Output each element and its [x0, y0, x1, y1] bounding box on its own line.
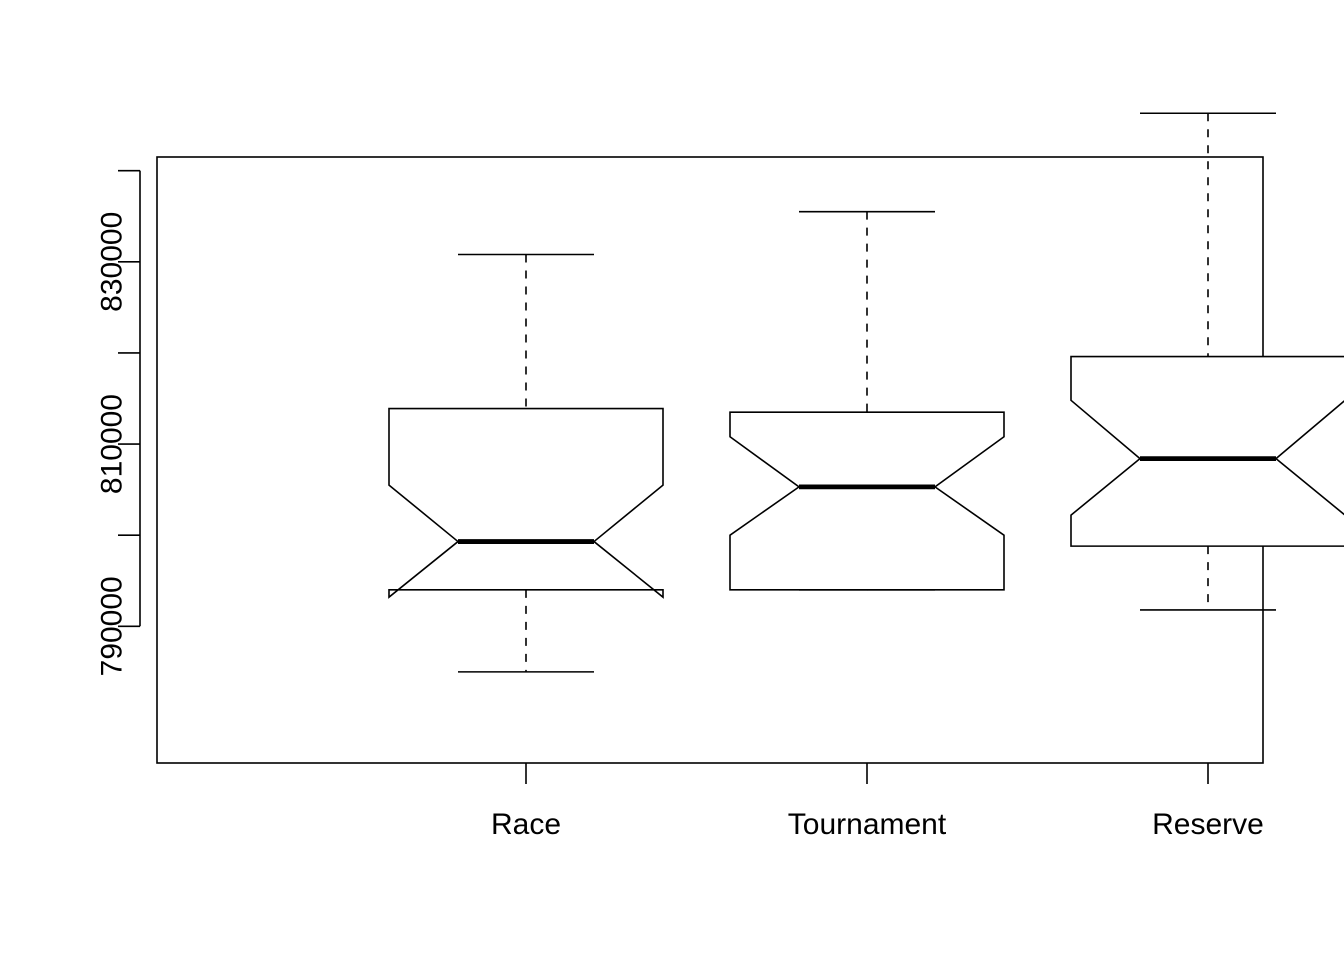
y-tick-label: 830000	[96, 212, 129, 312]
box-tournament	[729, 210, 1005, 591]
plot-frame	[156, 156, 1264, 764]
box-race	[388, 253, 664, 673]
box-body	[388, 407, 664, 599]
y-axis: 790000 810000 830000	[96, 169, 141, 676]
boxes	[388, 112, 1344, 673]
x-tick-label: Reserve	[1152, 808, 1264, 841]
box-body	[1070, 355, 1344, 547]
y-tick-label: 810000	[96, 394, 129, 494]
box-reserve	[1070, 112, 1344, 611]
x-tick-label: Race	[491, 808, 561, 841]
x-tick-label: Tournament	[788, 808, 947, 841]
x-axis: Race Tournament Reserve	[491, 763, 1264, 841]
box-body	[729, 411, 1005, 591]
y-tick-label: 790000	[96, 576, 129, 676]
